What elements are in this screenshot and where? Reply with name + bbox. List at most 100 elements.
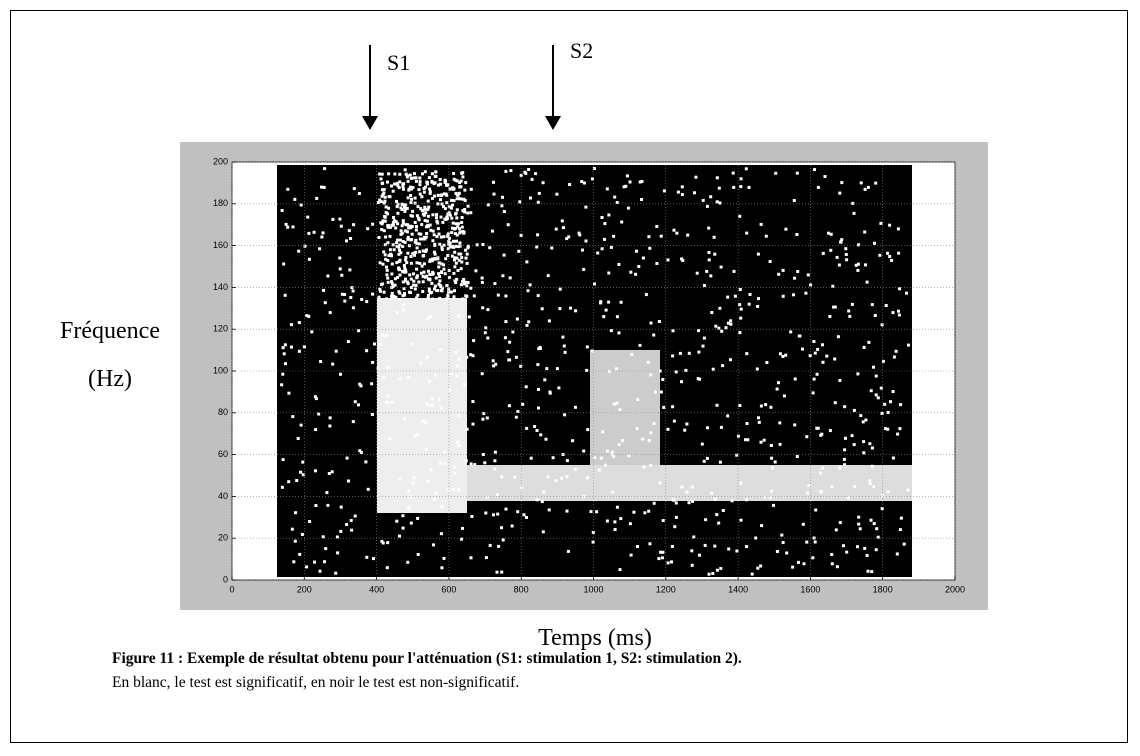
- noise-dot: [424, 211, 428, 215]
- noise-dot: [554, 227, 558, 231]
- noise-dot: [527, 168, 531, 171]
- noise-dot: [390, 280, 393, 284]
- noise-dot: [738, 331, 742, 335]
- noise-dot: [685, 490, 689, 494]
- noise-dot: [410, 197, 413, 201]
- noise-dot: [399, 206, 403, 210]
- noise-dot: [295, 479, 299, 482]
- noise-dot: [876, 396, 880, 400]
- arrow-head: [362, 116, 378, 130]
- noise-dot: [905, 291, 908, 295]
- noise-dot: [443, 450, 447, 454]
- noise-dot: [496, 512, 500, 516]
- noise-dot: [426, 223, 430, 227]
- noise-dot: [898, 427, 902, 431]
- noise-dot: [443, 207, 447, 211]
- noise-dot: [401, 240, 405, 243]
- noise-dot: [629, 553, 633, 557]
- noise-dot: [366, 487, 370, 491]
- noise-dot: [880, 323, 884, 327]
- noise-dot: [398, 477, 402, 481]
- noise-dot: [324, 547, 328, 551]
- noise-dot: [455, 197, 459, 201]
- noise-dot: [461, 526, 464, 530]
- noise-dot: [397, 186, 401, 190]
- noise-dot: [615, 201, 619, 204]
- significant-region: [377, 298, 467, 513]
- noise-dot: [770, 466, 774, 470]
- noise-dot: [461, 297, 465, 301]
- y-tick-label: 120: [213, 324, 228, 334]
- noise-dot: [886, 251, 890, 255]
- noise-dot: [561, 335, 565, 339]
- noise-dot: [419, 232, 423, 236]
- noise-dot: [382, 229, 386, 233]
- noise-dot: [759, 404, 763, 408]
- noise-dot: [409, 261, 413, 265]
- noise-dot: [436, 256, 440, 260]
- noise-dot: [429, 315, 432, 319]
- noise-dot: [541, 181, 545, 185]
- noise-dot: [514, 355, 518, 359]
- noise-dot: [844, 247, 848, 251]
- noise-dot: [449, 372, 453, 376]
- noise-dot: [784, 227, 788, 231]
- noise-dot: [715, 403, 719, 407]
- noise-dot: [390, 272, 394, 276]
- noise-dot: [387, 254, 391, 257]
- noise-dot: [319, 360, 323, 363]
- noise-dot: [438, 242, 442, 246]
- noise-dot: [433, 174, 437, 178]
- noise-dot: [578, 233, 582, 237]
- noise-dot: [378, 287, 382, 291]
- noise-dot: [661, 378, 665, 381]
- noise-dot: [409, 185, 413, 189]
- y-tick-label: 200: [213, 156, 228, 166]
- noise-dot: [398, 258, 402, 262]
- noise-dot: [770, 456, 774, 460]
- noise-dot: [343, 293, 347, 296]
- noise-dot: [856, 268, 860, 272]
- noise-dot: [440, 286, 444, 290]
- noise-dot: [902, 542, 906, 546]
- noise-dot: [438, 279, 442, 283]
- noise-dot: [897, 251, 901, 255]
- noise-dot: [411, 283, 415, 287]
- noise-dot: [756, 252, 760, 256]
- noise-dot: [605, 187, 609, 191]
- noise-dot: [321, 535, 325, 539]
- noise-dot: [455, 277, 459, 281]
- noise-dot: [715, 200, 719, 204]
- noise-dot: [390, 184, 393, 188]
- noise-dot: [386, 225, 390, 229]
- noise-dot: [792, 293, 795, 297]
- noise-dot: [719, 425, 723, 429]
- noise-dot: [405, 206, 409, 210]
- noise-dot: [331, 362, 335, 366]
- noise-dot: [896, 227, 900, 231]
- noise-dot: [463, 210, 467, 214]
- noise-dot: [529, 196, 532, 200]
- noise-dot: [584, 239, 588, 243]
- noise-dot: [381, 541, 385, 545]
- noise-dot: [428, 273, 432, 276]
- noise-dot: [296, 437, 300, 440]
- noise-dot: [635, 427, 639, 431]
- noise-dot: [435, 235, 439, 239]
- noise-dot: [386, 280, 390, 284]
- noise-dot: [381, 220, 384, 224]
- noise-dot: [398, 243, 402, 247]
- noise-dot: [859, 181, 863, 185]
- noise-dot: [297, 349, 301, 353]
- noise-dot: [419, 361, 423, 365]
- noise-dot: [613, 520, 617, 524]
- noise-dot: [534, 172, 538, 176]
- noise-dot: [414, 238, 418, 242]
- noise-dot: [872, 522, 876, 526]
- noise-dot: [744, 167, 748, 171]
- noise-dot: [850, 434, 854, 438]
- noise-dot: [607, 271, 611, 275]
- noise-dot: [347, 479, 350, 483]
- noise-dot: [421, 274, 425, 278]
- noise-dot: [406, 235, 410, 239]
